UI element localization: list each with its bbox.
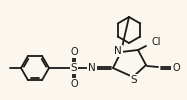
Text: Cl: Cl: [151, 37, 161, 47]
Text: O: O: [70, 47, 78, 57]
Text: O: O: [70, 79, 78, 89]
Text: N: N: [114, 46, 122, 56]
Text: N: N: [88, 63, 96, 73]
Text: O: O: [172, 63, 180, 73]
Text: S: S: [71, 63, 77, 73]
Text: S: S: [131, 75, 137, 85]
